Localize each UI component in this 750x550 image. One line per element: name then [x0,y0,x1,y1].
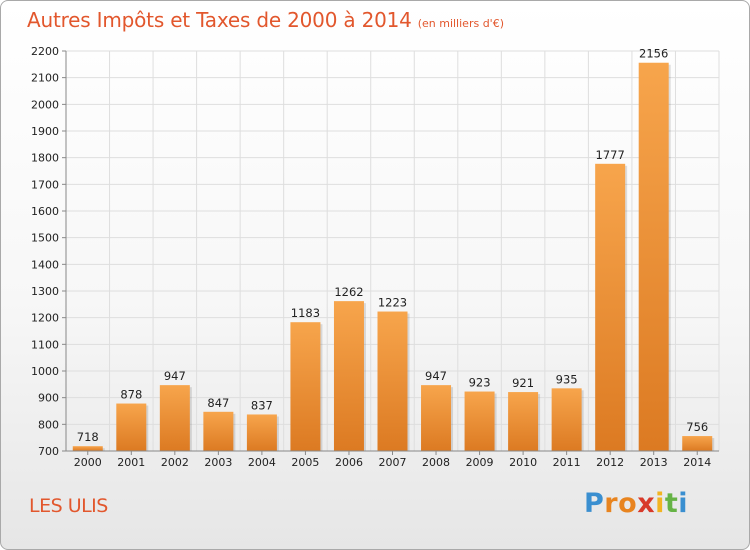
logo-letter: x [637,488,656,519]
x-tick-label: 2008 [422,456,450,469]
bar [72,446,103,451]
x-tick-label: 2007 [379,456,407,469]
x-tick-label: 2004 [248,456,276,469]
bar-value-label: 947 [425,369,447,383]
x-tick-label: 2009 [466,456,494,469]
chart-subtitle: (en milliers d'€) [417,17,504,30]
bar-value-label: 837 [251,398,273,412]
bar [508,392,539,451]
y-tick-label: 2100 [31,72,59,85]
y-tick-label: 1100 [31,338,59,351]
bar-value-label: 947 [164,369,186,383]
bar [464,391,495,451]
y-tick-label: 1600 [31,205,59,218]
bar [551,388,582,451]
y-tick-label: 1900 [31,125,59,138]
y-tick-label: 2200 [31,45,59,58]
bar [290,322,321,451]
bar-value-label: 1183 [291,306,320,320]
x-tick-label: 2000 [74,456,102,469]
bar-value-label: 2156 [639,47,668,61]
bar-layer [72,62,715,452]
bar [377,311,408,451]
bar-value-label: 921 [512,376,534,390]
bar-value-label: 718 [77,430,99,444]
x-tick-label: 2011 [553,456,581,469]
x-tick-label: 2003 [204,456,232,469]
proxiti-logo: Proxiti [584,488,688,519]
y-tick-label: 1400 [31,258,59,271]
y-tick-label: 1500 [31,232,59,245]
x-tick-label: 2014 [683,456,711,469]
logo-letter: i [678,488,689,519]
bar [682,436,713,451]
bar-value-label: 1777 [596,148,625,162]
y-tick-label: 1700 [31,178,59,191]
bar [159,385,190,451]
x-tick-label: 2006 [335,456,363,469]
logo-letter: r [604,488,619,519]
bar-value-label: 878 [120,388,142,402]
chart-title: Autres Impôts et Taxes de 2000 à 2014 [27,8,412,32]
bar [116,403,147,451]
bar-value-label: 756 [686,420,708,434]
commune-name: LES ULIS [29,495,108,517]
y-tick-label: 1800 [31,152,59,165]
logo-letter: P [584,488,605,519]
bar-value-label: 923 [469,376,491,390]
logo-letter: o [618,488,638,519]
bar [203,411,234,451]
x-tick-label: 2002 [161,456,189,469]
x-tick-label: 2001 [117,456,145,469]
bar [638,62,669,451]
x-tick-label: 2010 [509,456,537,469]
x-tick-label: 2005 [291,456,319,469]
logo-letter: i [655,488,665,519]
bar [595,163,626,452]
logo-letter: t [664,488,679,519]
label-layer: 700 800 900 1000 1100 1200 1300 1400 1500 1600 170… [31,45,711,469]
bar [421,385,452,451]
bar-value-label: 935 [556,372,578,386]
bar-value-label: 847 [207,396,229,410]
bar [333,301,364,451]
y-tick-label: 1200 [31,312,59,325]
chart-title-block: Autres Impôts et Taxes de 2000 à 2014 (en… [27,8,504,32]
y-tick-label: 1300 [31,285,59,298]
bar-value-label: 1262 [334,285,363,299]
bar-value-label: 1223 [378,296,407,310]
bar [246,414,277,451]
y-tick-label: 800 [38,418,59,431]
y-tick-label: 700 [38,445,59,458]
y-tick-label: 1000 [31,365,59,378]
axis-layer [62,50,719,455]
y-tick-label: 900 [38,392,59,405]
y-tick-label: 2000 [31,98,59,111]
x-tick-label: 2012 [596,456,624,469]
x-tick-label: 2013 [640,456,668,469]
